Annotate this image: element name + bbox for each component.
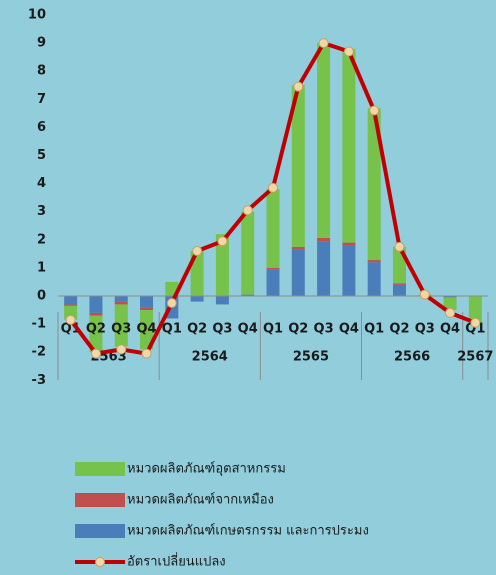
- legend-label: อัตราเปลี่ยนแปลง: [127, 553, 226, 570]
- line-marker: [166, 298, 177, 309]
- bar-segment: [367, 262, 381, 296]
- bar-segment: [291, 249, 305, 296]
- bar-segment: [468, 296, 482, 323]
- legend-swatch: [75, 493, 125, 507]
- bar-segment: [89, 296, 103, 313]
- x-tick-label: Q2: [86, 322, 106, 337]
- line-marker: [369, 105, 380, 116]
- bar-segment: [392, 283, 406, 285]
- bar-segment: [215, 296, 229, 305]
- bar-segment: [114, 296, 128, 302]
- bar-segment: [266, 267, 280, 270]
- line-marker: [318, 38, 329, 49]
- legend-swatch: [75, 524, 125, 538]
- line-marker: [90, 348, 101, 359]
- x-tick-label: Q2: [389, 322, 409, 337]
- bar-segment: [140, 307, 154, 311]
- x-tick-label: Q1: [465, 322, 485, 337]
- line-marker: [217, 236, 228, 247]
- bar-segment: [266, 189, 280, 268]
- bar-segment: [342, 245, 356, 296]
- bar-segment: [64, 304, 78, 306]
- line-marker: [116, 344, 127, 355]
- bar-segment: [215, 234, 229, 296]
- bar-segment: [443, 297, 457, 311]
- group-label: 2567: [457, 350, 493, 365]
- x-tick-label: Q4: [440, 322, 460, 337]
- bar-segment: [342, 48, 356, 243]
- y-tick-label: 7: [37, 92, 46, 107]
- legend-label: หมวดผลิตภัณฑ์อุตสาหกรรม: [127, 461, 286, 477]
- x-tick-label: Q2: [187, 322, 207, 337]
- y-tick-label: 0: [37, 289, 46, 304]
- y-tick-label: -3: [32, 373, 46, 388]
- bar-segment: [342, 242, 356, 246]
- bar-segment: [241, 294, 255, 296]
- bar-segment: [367, 108, 381, 261]
- y-tick-label: -1: [32, 317, 46, 332]
- line-marker: [343, 46, 354, 57]
- bar-segment: [291, 246, 305, 250]
- x-tick-label: Q4: [339, 322, 359, 337]
- y-tick-label: 6: [37, 120, 46, 135]
- bar-segment: [443, 296, 457, 298]
- legend-label: หมวดผลิตภัณฑ์จากเหมือง: [127, 492, 274, 508]
- bar-segment: [114, 304, 128, 347]
- y-tick-label: 1: [37, 260, 46, 275]
- bar-segment: [317, 237, 331, 242]
- line-marker: [419, 289, 430, 300]
- line-marker: [445, 307, 456, 318]
- bar-segment: [140, 310, 154, 350]
- bar-segment: [392, 284, 406, 296]
- y-tick-label: 4: [37, 176, 46, 191]
- y-tick-label: 5: [37, 148, 46, 163]
- x-tick-label: Q3: [415, 322, 435, 337]
- line-marker: [141, 348, 152, 359]
- group-label: 2565: [293, 350, 329, 365]
- x-tick-label: Q3: [111, 322, 131, 337]
- bar-segment: [241, 211, 255, 295]
- x-tick-label: Q2: [288, 322, 308, 337]
- bar-segment: [140, 296, 154, 308]
- line-marker: [192, 246, 203, 257]
- bar-segment: [317, 241, 331, 296]
- y-tick-label: 10: [28, 8, 46, 23]
- bar-segment: [89, 315, 103, 353]
- bar-segment: [291, 85, 305, 247]
- x-tick-label: Q4: [238, 322, 258, 337]
- y-tick-label: 3: [37, 204, 46, 219]
- bar-segment: [266, 269, 280, 296]
- line-marker: [65, 314, 76, 325]
- legend-swatch: [75, 462, 125, 476]
- legend-label: หมวดผลิตภัณฑ์เกษตรกรรม และการประมง: [127, 523, 369, 539]
- line-marker: [268, 182, 278, 193]
- x-tick-label: Q3: [314, 322, 334, 337]
- y-tick-label: 2: [37, 232, 46, 247]
- legend-marker: [95, 557, 105, 567]
- x-tick-label: Q1: [162, 322, 182, 337]
- x-tick-label: Q3: [212, 322, 232, 337]
- x-tick-label: Q1: [364, 322, 384, 337]
- group-label: 2564: [192, 350, 228, 365]
- x-tick-label: Q4: [136, 322, 156, 337]
- line-marker: [293, 81, 304, 92]
- line-marker: [242, 205, 253, 216]
- group-label: 2566: [394, 350, 430, 365]
- line-marker: [470, 317, 481, 328]
- bar-segment: [190, 296, 204, 302]
- bar-segment: [317, 43, 331, 238]
- y-tick-label: -2: [32, 345, 46, 360]
- bar-segment: [89, 312, 103, 316]
- y-tick-label: 8: [37, 64, 46, 79]
- bar-segment: [114, 301, 128, 305]
- line-marker: [394, 241, 405, 252]
- y-tick-label: 9: [37, 36, 46, 51]
- x-tick-label: Q1: [263, 322, 283, 337]
- bar-segment: [367, 260, 381, 263]
- bar-segment: [64, 296, 78, 305]
